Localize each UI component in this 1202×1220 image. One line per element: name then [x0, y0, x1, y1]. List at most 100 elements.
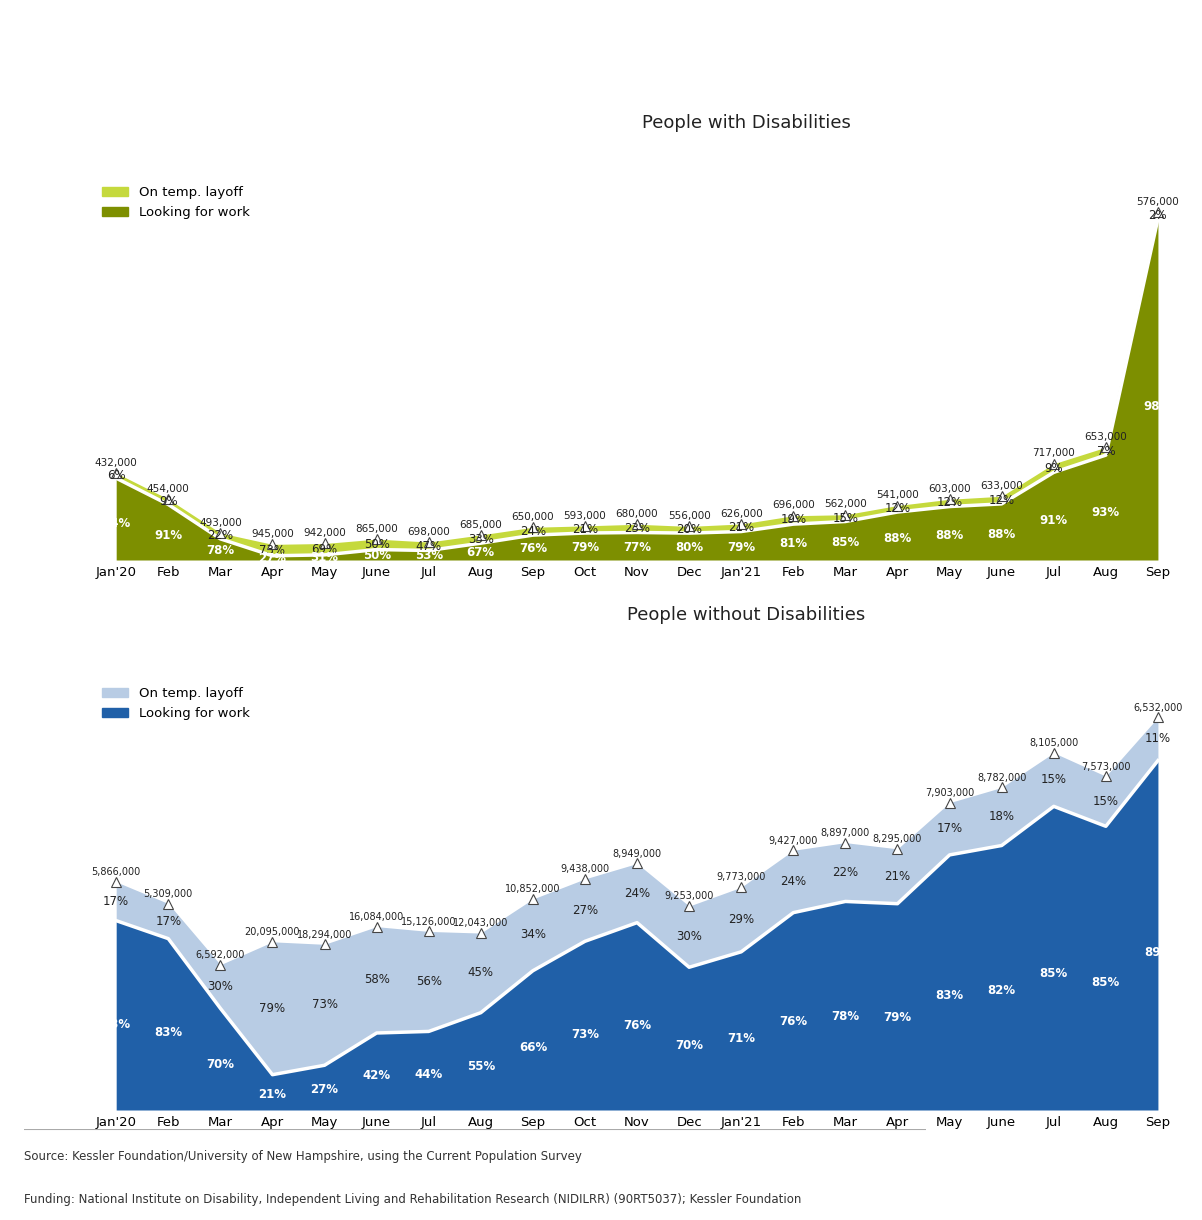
Text: 47%: 47% — [416, 539, 442, 553]
Text: 70%: 70% — [676, 1039, 703, 1053]
Text: 56%: 56% — [416, 975, 441, 988]
Text: 696,000: 696,000 — [772, 500, 815, 510]
Text: 5,866,000: 5,866,000 — [91, 867, 141, 877]
Text: 88%: 88% — [988, 528, 1016, 542]
Text: 945,000: 945,000 — [251, 529, 293, 539]
Text: 88%: 88% — [883, 532, 911, 545]
Text: 91%: 91% — [1040, 514, 1067, 527]
Text: 432,000: 432,000 — [95, 458, 137, 467]
Text: 24%: 24% — [519, 525, 546, 538]
Text: 79%: 79% — [883, 1010, 911, 1024]
Text: 15%: 15% — [833, 511, 858, 525]
Text: 8,105,000: 8,105,000 — [1029, 738, 1078, 748]
Text: COVID Update:: COVID Update: — [18, 17, 250, 45]
Text: 17%: 17% — [155, 915, 182, 927]
Text: 10,852,000: 10,852,000 — [505, 884, 560, 894]
Text: 34%: 34% — [520, 928, 546, 942]
Text: 76%: 76% — [779, 1015, 808, 1027]
Text: 50%: 50% — [364, 538, 389, 550]
Text: 71%: 71% — [727, 1032, 755, 1046]
Text: 6,592,000: 6,592,000 — [196, 950, 245, 960]
Text: 83%: 83% — [935, 988, 964, 1002]
Text: 6,532,000: 6,532,000 — [1133, 703, 1183, 712]
Text: 50%: 50% — [363, 549, 391, 561]
Text: 17%: 17% — [936, 822, 963, 836]
Text: 8,295,000: 8,295,000 — [873, 834, 922, 844]
Text: 31%: 31% — [310, 551, 339, 564]
Text: 12,043,000: 12,043,000 — [453, 919, 508, 928]
Text: 53%: 53% — [415, 549, 442, 562]
Text: 66%: 66% — [519, 1041, 547, 1054]
Text: 21%: 21% — [258, 1087, 286, 1100]
Text: 9,427,000: 9,427,000 — [768, 836, 819, 845]
Text: 27%: 27% — [310, 1083, 339, 1097]
Text: 24%: 24% — [624, 887, 650, 899]
Text: 76%: 76% — [623, 1019, 651, 1032]
Text: 19%: 19% — [780, 514, 807, 526]
Text: 12%: 12% — [885, 503, 911, 515]
Text: 55%: 55% — [466, 1060, 495, 1072]
Text: 67%: 67% — [466, 545, 495, 559]
Text: 33%: 33% — [468, 533, 494, 545]
Text: 9,438,000: 9,438,000 — [560, 864, 609, 875]
Legend: On temp. layoff, Looking for work: On temp. layoff, Looking for work — [96, 682, 255, 725]
Text: 18%: 18% — [989, 810, 1014, 824]
Text: 16,084,000: 16,084,000 — [349, 911, 404, 922]
Text: 83%: 83% — [102, 1019, 130, 1031]
Text: 85%: 85% — [1091, 976, 1120, 989]
Text: 27%: 27% — [258, 551, 286, 565]
Text: 9,253,000: 9,253,000 — [665, 892, 714, 902]
Text: 27%: 27% — [572, 904, 599, 916]
Text: 78%: 78% — [832, 1010, 859, 1022]
Text: 493,000: 493,000 — [200, 517, 242, 528]
Text: People without Disabilities: People without Disabilities — [627, 606, 865, 625]
Text: 79%: 79% — [571, 542, 599, 554]
Text: 20,095,000: 20,095,000 — [245, 927, 300, 937]
Text: 15,126,000: 15,126,000 — [401, 916, 457, 927]
Text: 77%: 77% — [623, 542, 651, 554]
Text: 91%: 91% — [154, 528, 183, 542]
Text: Funding: National Institute on Disability, Independent Living and Rehabilitation: Funding: National Institute on Disabilit… — [24, 1193, 802, 1205]
Text: 80%: 80% — [676, 542, 703, 554]
Text: 73%: 73% — [571, 1027, 599, 1041]
Text: 24%: 24% — [780, 875, 807, 888]
Text: 633,000: 633,000 — [981, 481, 1023, 490]
Text: 73%: 73% — [260, 544, 285, 556]
Text: 698,000: 698,000 — [407, 527, 450, 537]
Text: 70%: 70% — [207, 1058, 234, 1071]
Text: 85%: 85% — [832, 536, 859, 549]
Text: 30%: 30% — [677, 930, 702, 943]
Text: 942,000: 942,000 — [303, 528, 346, 538]
Text: 22%: 22% — [832, 865, 858, 878]
Text: 79%: 79% — [727, 540, 755, 554]
Text: 9,773,000: 9,773,000 — [716, 872, 766, 882]
Text: 69%: 69% — [311, 543, 338, 555]
Text: 717,000: 717,000 — [1033, 449, 1075, 459]
Legend: On temp. layoff, Looking for work: On temp. layoff, Looking for work — [96, 182, 255, 224]
Text: 5,309,000: 5,309,000 — [144, 889, 192, 899]
Text: 88%: 88% — [935, 529, 964, 543]
Text: SEPTEMBER 2021 Unemployment Trends: SEPTEMBER 2021 Unemployment Trends — [18, 57, 331, 73]
Text: 7%: 7% — [1096, 444, 1115, 458]
Text: 556,000: 556,000 — [668, 511, 710, 521]
Text: 76%: 76% — [519, 543, 547, 555]
Text: 6%: 6% — [107, 468, 125, 482]
Text: 562,000: 562,000 — [825, 499, 867, 510]
Text: 11%: 11% — [1144, 732, 1171, 745]
Text: 685,000: 685,000 — [459, 520, 502, 529]
Text: 73%: 73% — [311, 998, 338, 1011]
Text: 94%: 94% — [102, 517, 130, 529]
Text: 7,573,000: 7,573,000 — [1081, 761, 1131, 771]
Text: 44%: 44% — [415, 1069, 442, 1081]
Text: 2%: 2% — [1149, 209, 1167, 222]
Text: 17%: 17% — [103, 894, 130, 908]
Text: 89%: 89% — [1144, 947, 1172, 959]
Text: 81%: 81% — [779, 537, 808, 550]
Text: 98%: 98% — [1144, 400, 1172, 412]
Text: 9%: 9% — [1045, 461, 1063, 475]
Text: 653,000: 653,000 — [1084, 432, 1127, 442]
Text: 454,000: 454,000 — [147, 484, 190, 494]
Text: 21%: 21% — [885, 870, 911, 883]
Text: 541,000: 541,000 — [876, 490, 918, 500]
Text: 603,000: 603,000 — [928, 484, 971, 494]
